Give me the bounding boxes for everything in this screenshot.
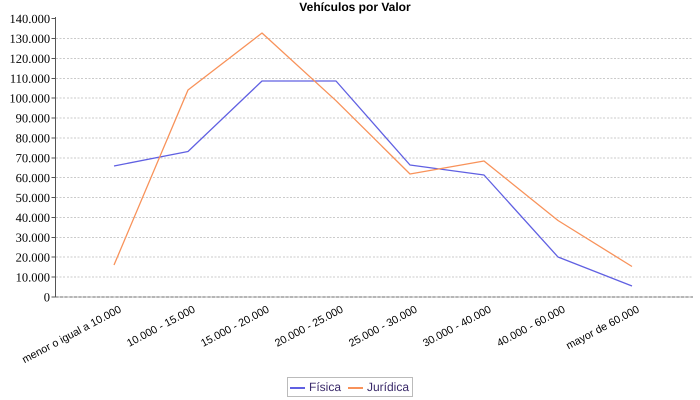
- svg-text:130.000: 130.000: [9, 32, 50, 46]
- svg-text:25.000 - 30.000: 25.000 - 30.000: [347, 304, 419, 350]
- svg-text:60.000: 60.000: [16, 171, 50, 185]
- svg-text:menor o igual a 10.000: menor o igual a 10.000: [20, 304, 123, 366]
- svg-text:30.000 - 40.000: 30.000 - 40.000: [421, 304, 493, 350]
- svg-text:110.000: 110.000: [10, 72, 50, 86]
- svg-text:10.000 - 15.000: 10.000 - 15.000: [125, 304, 197, 350]
- svg-text:20.000: 20.000: [16, 251, 50, 265]
- svg-text:70.000: 70.000: [16, 151, 50, 165]
- svg-text:100.000: 100.000: [9, 92, 50, 106]
- svg-text:15.000 - 20.000: 15.000 - 20.000: [199, 304, 271, 350]
- svg-text:20.000 - 25.000: 20.000 - 25.000: [273, 304, 345, 350]
- svg-text:90.000: 90.000: [16, 111, 50, 125]
- svg-text:0: 0: [44, 290, 50, 304]
- svg-text:40.000: 40.000: [16, 211, 50, 225]
- svg-text:50.000: 50.000: [16, 191, 50, 205]
- svg-text:40.000 - 60.000: 40.000 - 60.000: [495, 304, 567, 350]
- svg-text:120.000: 120.000: [9, 52, 50, 66]
- svg-text:10.000: 10.000: [16, 271, 50, 285]
- svg-text:30.000: 30.000: [16, 231, 50, 245]
- svg-text:140.000: 140.000: [9, 12, 50, 26]
- svg-text:80.000: 80.000: [16, 131, 50, 145]
- svg-text:mayor de 60.000: mayor de 60.000: [564, 304, 641, 353]
